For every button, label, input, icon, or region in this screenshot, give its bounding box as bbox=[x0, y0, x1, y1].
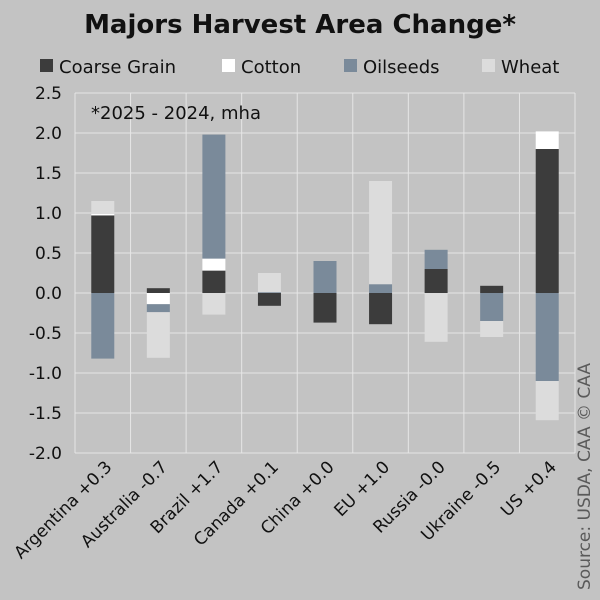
bar-coarse-grain bbox=[146, 288, 170, 293]
bar-coarse-grain bbox=[313, 293, 337, 323]
x-tick-label: Argentina +0.3 bbox=[11, 457, 117, 563]
bar-coarse-grain bbox=[480, 285, 504, 293]
y-axis-ticks: 2.5 2.0 1.5 1.0 0.5 0.0 -0.5 -1.0 -1.5 -2.0 bbox=[29, 84, 62, 464]
bar-coarse-grain bbox=[424, 269, 448, 293]
bar-wheat bbox=[91, 201, 115, 214]
x-tick-label: US +0.4 bbox=[497, 457, 561, 521]
bar-oilseeds bbox=[480, 293, 504, 321]
bar-oilseeds bbox=[424, 249, 448, 269]
y-tick-label: 0.0 bbox=[35, 284, 62, 304]
bar-oilseeds bbox=[146, 304, 170, 313]
y-tick-label: 0.5 bbox=[35, 244, 62, 264]
legend-swatch-0 bbox=[40, 59, 53, 72]
y-tick-label: 1.5 bbox=[35, 164, 62, 184]
chart-annotation: *2025 - 2024, mha bbox=[91, 103, 261, 124]
y-tick-label: 2.0 bbox=[35, 124, 62, 144]
bar-oilseeds bbox=[369, 284, 393, 293]
bar-wheat bbox=[257, 273, 281, 293]
legend-swatch-1 bbox=[222, 59, 235, 72]
y-tick-label: 2.5 bbox=[35, 84, 62, 104]
y-tick-label: -1.5 bbox=[29, 404, 62, 424]
y-tick-label: -0.5 bbox=[29, 324, 62, 344]
legend-label-0: Coarse Grain bbox=[59, 57, 176, 78]
legend-label-3: Wheat bbox=[501, 57, 559, 78]
legend: Coarse Grain Cotton Oilseeds Wheat bbox=[40, 57, 559, 78]
bar-oilseeds bbox=[91, 293, 115, 359]
bar-cotton bbox=[535, 131, 559, 149]
bar-oilseeds bbox=[257, 292, 281, 293]
y-tick-label: -2.0 bbox=[29, 444, 62, 464]
bar-coarse-grain bbox=[535, 149, 559, 293]
bar-wheat bbox=[202, 293, 226, 315]
bar-coarse-grain bbox=[202, 270, 226, 293]
bar-cotton bbox=[202, 258, 226, 271]
chart-title: Majors Harvest Area Change* bbox=[84, 10, 516, 40]
bar-wheat bbox=[146, 312, 170, 358]
bar-coarse-grain bbox=[91, 215, 115, 293]
bar-coarse-grain bbox=[369, 293, 393, 325]
bar-wheat bbox=[480, 321, 504, 337]
bar-oilseeds bbox=[202, 134, 226, 259]
legend-swatch-3 bbox=[482, 59, 495, 72]
bar-oilseeds bbox=[313, 261, 337, 293]
bar-oilseeds bbox=[535, 293, 559, 381]
y-tick-label: -1.0 bbox=[29, 364, 62, 384]
legend-label-1: Cotton bbox=[241, 57, 301, 78]
bar-cotton bbox=[146, 293, 170, 305]
legend-label-2: Oilseeds bbox=[363, 57, 440, 78]
source-note: Source: USDA, CAA © CAA bbox=[575, 363, 595, 590]
bar-wheat bbox=[369, 181, 393, 285]
bar-cotton bbox=[91, 213, 115, 216]
bar-wheat bbox=[424, 293, 448, 342]
legend-swatch-2 bbox=[344, 59, 357, 72]
bar-coarse-grain bbox=[257, 293, 281, 306]
bars bbox=[91, 131, 559, 421]
bar-wheat bbox=[535, 381, 559, 421]
y-tick-label: 1.0 bbox=[35, 204, 62, 224]
